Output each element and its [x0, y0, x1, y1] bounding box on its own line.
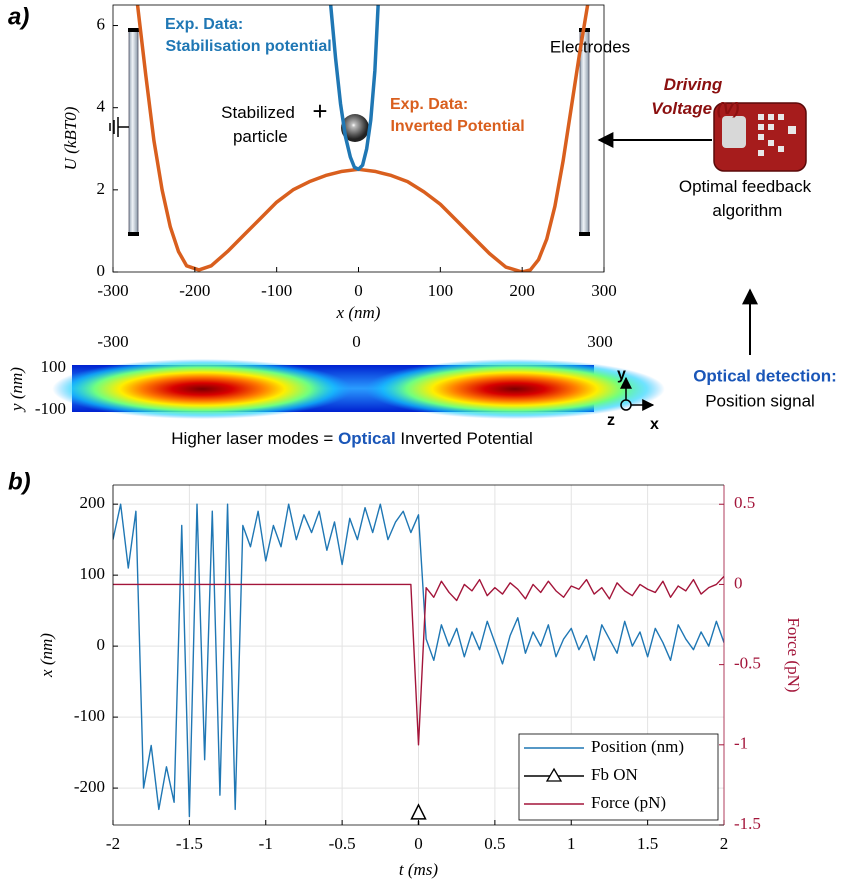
- y-tick-label: 100: [41, 357, 67, 376]
- electrode-cap: [128, 232, 139, 236]
- annotation: Electrodes: [550, 37, 630, 56]
- y-tick-label: 0: [97, 635, 106, 654]
- electrode: [579, 29, 590, 236]
- x-tick-label: -200: [179, 281, 210, 300]
- x-tick-label: 0: [414, 834, 423, 853]
- annotation: Stabilized particle: [221, 103, 295, 146]
- electrode-cap: [128, 28, 139, 32]
- x-tick-label: 1: [567, 834, 576, 853]
- ground-symbol: [109, 117, 129, 137]
- device: [713, 102, 807, 172]
- trace-line: [113, 575, 724, 746]
- panel-label: a): [8, 3, 29, 30]
- y-axis-label: U (kBT0): [61, 106, 80, 170]
- x-tick-label: 1.5: [637, 834, 658, 853]
- panel-label: b): [8, 468, 31, 495]
- axis-letter: z: [607, 412, 615, 429]
- legend-label: Force (pN): [591, 793, 666, 812]
- series-label: Exp. Data: Inverted Potential: [386, 96, 525, 135]
- x-tick-label: -300: [97, 332, 128, 351]
- annotation: Optical detection:: [693, 366, 837, 385]
- x-tick-label: 200: [509, 281, 535, 300]
- x-axis-label: x (nm): [336, 303, 381, 322]
- potential-line: [135, 5, 590, 272]
- y-tick-label: 6: [97, 14, 106, 33]
- plot-area: [135, 5, 590, 272]
- y-tick-label: -100: [35, 399, 66, 418]
- x-tick-label: 0.5: [484, 834, 505, 853]
- y-tick-label: 100: [80, 564, 106, 583]
- y2-tick-label: -1: [734, 734, 748, 753]
- fb-marker: [410, 803, 427, 820]
- trace-line: [113, 503, 724, 818]
- y2-tick-label: -0.5: [734, 654, 761, 673]
- y2-tick-label: 0: [734, 573, 743, 592]
- y-axis-label: y (nm): [7, 367, 26, 413]
- y-tick-label: 2: [97, 179, 106, 198]
- caption-part: Inverted Potential: [396, 429, 533, 448]
- x-tick-label: 0: [352, 332, 361, 351]
- caption-part: Optical: [338, 429, 396, 448]
- caption: Higher laser modes = Optical Inverted Po…: [171, 429, 532, 448]
- x-tick-label: 300: [587, 332, 613, 351]
- x-tick-label: -1.5: [176, 834, 203, 853]
- y-tick-label: 200: [80, 493, 106, 512]
- annotation: Position signal: [705, 391, 815, 410]
- x-tick-label: 100: [428, 281, 454, 300]
- x-tick-label: -2: [106, 834, 120, 853]
- y-axis-label: x (nm): [37, 633, 56, 678]
- legend-marker: [545, 767, 563, 782]
- x-tick-label: -300: [97, 281, 128, 300]
- y-tick-label: -100: [74, 706, 105, 725]
- x-tick-label: 2: [720, 834, 729, 853]
- particle: [341, 114, 369, 142]
- y2-tick-label: -1.5: [734, 814, 761, 833]
- axis-letter: y: [617, 366, 626, 383]
- heatmap-lobe: [364, 359, 665, 419]
- annotation: Driving Voltage (V): [647, 75, 740, 118]
- y2-tick-label: 0.5: [734, 493, 755, 512]
- y-tick-label: 4: [97, 97, 106, 116]
- x-tick-label: -100: [261, 281, 292, 300]
- heatmap-lobes: [52, 359, 665, 419]
- heatmap-lobe: [52, 359, 353, 419]
- x-tick-label: -0.5: [329, 834, 356, 853]
- caption-part: Higher laser modes =: [171, 429, 338, 448]
- plot-area: [113, 503, 724, 818]
- y-tick-label: -200: [74, 777, 105, 796]
- series-label: Exp. Data: Stabilisation potential: [161, 16, 332, 55]
- x-tick-label: -1: [259, 834, 273, 853]
- x-axis-label: t (ms): [399, 860, 439, 879]
- y-tick-label: 0: [97, 261, 106, 280]
- electrode-cap: [579, 232, 590, 236]
- legend-label: Fb ON: [591, 765, 638, 784]
- plus-sign: +: [312, 96, 327, 126]
- electrode: [128, 29, 139, 236]
- x-tick-label: 300: [591, 281, 617, 300]
- annotation: Optimal feedback algorithm: [679, 177, 812, 220]
- axes-triad: [620, 376, 655, 411]
- y2-axis-label: Force (pN): [784, 617, 803, 692]
- axis-letter: x: [650, 416, 659, 433]
- legend-label: Position (nm): [591, 737, 684, 756]
- potential-line: [328, 5, 380, 172]
- x-tick-label: 0: [354, 281, 363, 300]
